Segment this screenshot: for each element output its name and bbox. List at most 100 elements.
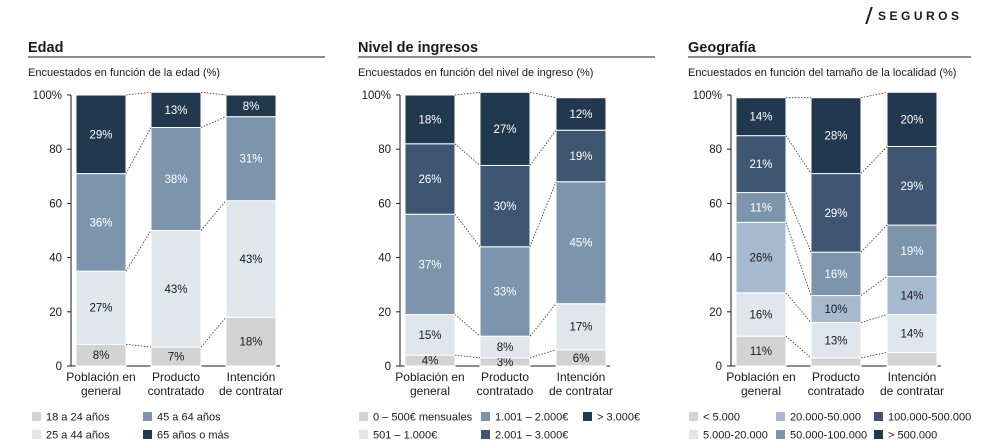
- y-tick-label: 40: [49, 253, 62, 265]
- data-label: 6%: [573, 353, 590, 365]
- connector-line: [454, 143, 481, 166]
- data-label: 38%: [164, 174, 187, 186]
- data-label: 14%: [900, 328, 923, 340]
- bar-segment: [810, 295, 862, 324]
- legend-swatch: [874, 412, 883, 421]
- connector-line: [785, 222, 812, 296]
- y-tick-label: 100%: [33, 90, 62, 102]
- chart-title: Edad: [28, 40, 63, 56]
- bar-segment: [555, 303, 607, 351]
- data-label: 27%: [493, 124, 516, 136]
- y-tick-label: 40: [709, 253, 722, 265]
- connector-line: [860, 224, 888, 253]
- connector-line: [125, 91, 152, 96]
- legend-swatch: [32, 430, 41, 439]
- data-label: 11%: [750, 346, 772, 358]
- data-label: 8%: [93, 350, 110, 362]
- data-label: 15%: [418, 330, 441, 342]
- connector-line: [860, 146, 888, 174]
- data-label: 13%: [824, 335, 847, 347]
- chart-subtitle: Encuestados en función del tamaño de la …: [688, 67, 956, 79]
- bar-segment: [75, 94, 127, 175]
- connector-line: [529, 349, 557, 359]
- y-tick-label: 0: [385, 361, 391, 373]
- data-label: 13%: [164, 105, 187, 117]
- legend-swatch: [583, 412, 592, 421]
- y-tick-label: 60: [49, 198, 62, 210]
- legend-label: 0 – 500€ mensuales: [373, 412, 473, 424]
- bar-segment: [404, 314, 456, 356]
- legend-label: 100.000-500.000: [888, 412, 971, 424]
- legend-label: 65 años o más: [157, 430, 230, 442]
- legend-swatch: [776, 412, 785, 421]
- legend-swatch: [359, 412, 368, 421]
- bar-segment: [886, 224, 938, 278]
- legend-swatch: [481, 430, 490, 439]
- bar-segment: [225, 116, 277, 202]
- connector-line: [200, 316, 227, 348]
- y-tick-label: 20: [49, 307, 62, 319]
- connector-line: [125, 343, 152, 348]
- data-label: 4%: [422, 356, 439, 368]
- data-label: 14%: [749, 112, 772, 124]
- data-label: 27%: [89, 303, 112, 315]
- bar-segment: [555, 97, 607, 131]
- connector-line: [785, 135, 812, 174]
- data-label: 16%: [749, 310, 772, 322]
- bar-segment: [225, 94, 277, 118]
- category-label: de contratar: [549, 384, 613, 398]
- connector-line: [529, 91, 557, 99]
- legend-swatch: [143, 430, 152, 439]
- connector-line: [454, 354, 481, 359]
- bar-segment: [886, 351, 938, 367]
- category-label: de contratar: [880, 384, 944, 398]
- bar-segment: [886, 91, 938, 147]
- data-label: 18%: [239, 337, 262, 349]
- data-label: 30%: [493, 201, 516, 213]
- connector-line: [125, 127, 152, 174]
- y-tick-label: 80: [49, 144, 62, 156]
- chart-title: Nivel de ingresos: [358, 40, 478, 56]
- legend-swatch: [689, 412, 698, 421]
- bar-segment: [886, 145, 938, 226]
- legend-swatch: [689, 430, 698, 439]
- bar-segment: [735, 221, 787, 294]
- bar-segment: [479, 91, 531, 166]
- y-tick-label: 0: [716, 361, 722, 373]
- category-label: general: [81, 384, 121, 398]
- y-tick-label: 20: [378, 307, 391, 319]
- y-tick-label: 80: [709, 144, 722, 156]
- data-label: 14%: [900, 291, 923, 303]
- connector-line: [200, 200, 227, 231]
- y-tick-label: 40: [378, 253, 391, 265]
- connector-line: [529, 129, 557, 166]
- connector-line: [785, 292, 812, 323]
- connector-line: [454, 314, 481, 337]
- category-label: Intención: [557, 370, 606, 384]
- chart-subtitle: Encuestados en función del nivel de ingr…: [358, 67, 593, 79]
- category-label: contratado: [808, 384, 865, 398]
- y-tick-label: 0: [56, 361, 62, 373]
- legend-label: 1.001 – 2.000€: [495, 412, 568, 424]
- bar-segment: [735, 192, 787, 223]
- data-label: 33%: [493, 286, 516, 298]
- connector-line: [860, 91, 888, 99]
- category-label: Población en: [66, 370, 135, 384]
- legend-swatch: [481, 412, 490, 421]
- connector-line: [785, 192, 812, 253]
- data-label: 29%: [824, 208, 847, 220]
- y-tick-label: 100%: [362, 90, 391, 102]
- category-label: general: [741, 384, 781, 398]
- connector-line: [125, 230, 152, 272]
- bar-segment: [479, 164, 531, 248]
- category-label: Intención: [888, 370, 937, 384]
- data-label: 37%: [418, 259, 441, 271]
- data-label: 8%: [497, 342, 514, 354]
- data-label: 21%: [749, 159, 772, 171]
- connector-line: [529, 303, 557, 337]
- data-label: 26%: [418, 174, 441, 186]
- category-label: Población en: [726, 370, 795, 384]
- category-label: general: [410, 384, 450, 398]
- data-label: 28%: [824, 131, 847, 143]
- legend-label: 25 a 44 años: [46, 430, 110, 442]
